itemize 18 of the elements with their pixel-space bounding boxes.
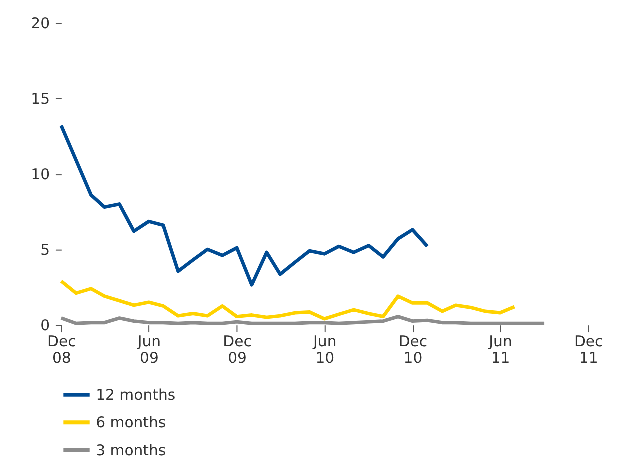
legend-label: 12 months <box>96 386 176 404</box>
x-tick-label: Dec 09 <box>223 332 252 368</box>
y-tick-label: 10 <box>31 166 50 184</box>
line-series <box>60 124 430 287</box>
legend-label: 3 months <box>96 441 166 460</box>
y-tick-label: 20 <box>31 14 50 32</box>
line-series <box>60 315 546 326</box>
x-tick-label: Jun 11 <box>488 332 512 368</box>
y-tick-label: 0 <box>40 316 50 335</box>
x-tick-label: Jun 09 <box>136 332 162 368</box>
x-tick-label: Dec 10 <box>398 332 428 368</box>
y-tick-label: 15 <box>31 90 50 108</box>
line-series <box>60 280 516 321</box>
x-tick-label: Dec 11 <box>574 332 604 368</box>
x-tick-label: Jun 10 <box>312 332 337 368</box>
y-tick-label: 5 <box>40 241 50 260</box>
legend-label: 6 months <box>96 414 166 432</box>
x-tick-label: Dec 08 <box>48 332 76 368</box>
